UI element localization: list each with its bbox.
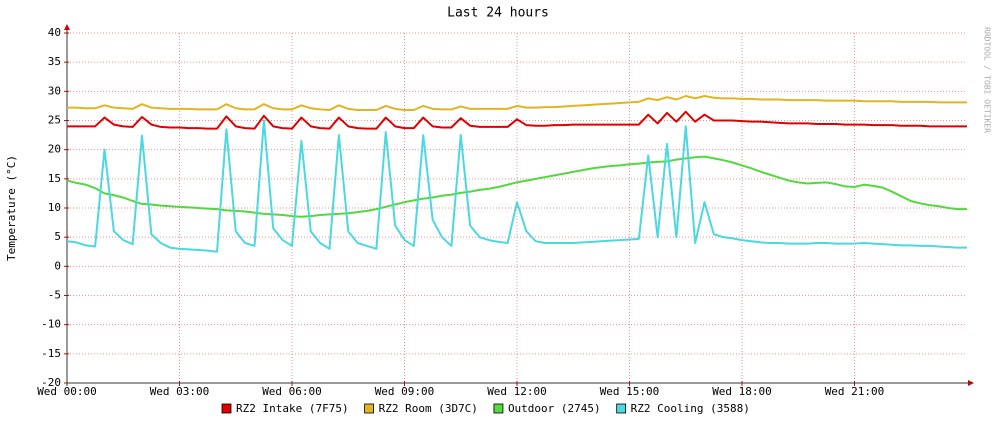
watermark: RRDTOOL / TOBI OETIKER [983,27,992,133]
axis-arrow [64,24,70,30]
legend-swatch [221,403,232,414]
legend-swatch [493,403,504,414]
y-tick-label: 30 [48,84,61,97]
y-tick-label: -10 [41,318,61,331]
x-tick-label: Wed 03:00 [150,385,210,398]
x-tick-label: Wed 15:00 [600,385,660,398]
y-tick-label: -20 [41,376,61,389]
y-tick-label: 0 [54,259,61,272]
grid: -20 -15 -10 -5 0 5 10 15 20 25 30 35 40 Wed 00:00 Wed … [37,24,974,398]
x-tick-label: Wed 09:00 [375,385,435,398]
x-tick-label: Wed 00:00 [37,385,97,398]
y-tick-label: 15 [48,172,61,185]
legend-label: RZ2 Intake (7F75) [236,402,349,415]
y-tick-label: 35 [48,55,61,68]
legend-label: Outdoor (2745) [508,402,601,415]
axis-arrow [968,380,974,386]
series-line [66,119,967,253]
legend-swatch [364,403,374,414]
legend-swatch [616,403,627,414]
legend: RZ2 Intake (7F75) RZ2 Room (3D7C) Outdoor … [221,402,750,415]
y-axis-label: Temperature (°C) [5,155,18,261]
legend-label: RZ2 Cooling (3588) [631,402,750,415]
plot [66,95,967,253]
legend-label: RZ2 Room (3D7C) [379,402,478,415]
x-tick-label: Wed 12:00 [487,385,547,398]
y-tick-label: 40 [48,26,61,39]
y-tick-label: 10 [48,201,61,214]
x-tick-label: Wed 21:00 [825,385,885,398]
y-tick-label: -5 [48,289,61,302]
x-tick-label: Wed 18:00 [712,385,772,398]
series-line [67,95,967,111]
series-line [67,110,967,130]
y-tick-label: 25 [48,114,61,127]
series-line [66,155,967,218]
chart-title: Last 24 hours [447,6,549,21]
y-tick-label: 20 [48,143,61,156]
x-tick-label: Wed 06:00 [262,385,322,398]
y-tick-label: -15 [41,347,61,360]
y-tick-label: 5 [54,230,61,243]
